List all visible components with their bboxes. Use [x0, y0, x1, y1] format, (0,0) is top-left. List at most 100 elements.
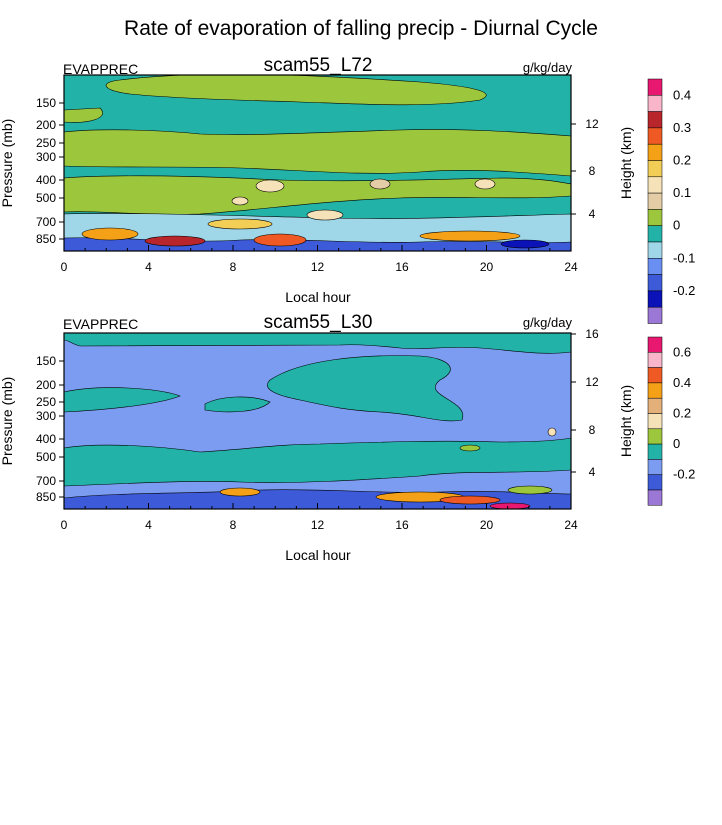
figure-title: Rate of evaporation of falling precip - …: [124, 17, 598, 40]
y-tick-label: 150: [36, 96, 56, 110]
y-axis-right: 4 8 12 16: [571, 327, 599, 479]
x-tick-label: 24: [564, 260, 578, 274]
contour-cell: [207, 218, 273, 230]
colorbar-swatch: [647, 352, 663, 368]
panel-title: scam55_L30: [264, 312, 373, 333]
colorbar-label: -0.1: [673, 250, 695, 265]
contour-field: [64, 333, 571, 509]
colorbar-label: 0.2: [673, 153, 691, 168]
colorbar-swatch: [647, 209, 663, 226]
y-tick-label: 250: [36, 136, 56, 150]
colorbar-label: 0.4: [673, 375, 691, 390]
y-tick-label: 250: [36, 395, 56, 409]
x-axis: 0 4 8 12 16 20 24: [61, 245, 578, 274]
colorbar-swatch: [647, 241, 663, 259]
colorbar: 0.6 0.4 0.2 0 -0.2: [647, 336, 695, 506]
y-tick-label: 500: [36, 191, 56, 205]
y-tick-label: 700: [36, 474, 56, 488]
colorbar-swatch: [647, 290, 663, 308]
y-tick-label: 400: [36, 173, 56, 187]
colorbar-label: 0: [673, 218, 680, 233]
x-tick-label: 0: [61, 518, 68, 532]
y-right-tick-label: 8: [589, 423, 596, 437]
contour-cell: [439, 495, 501, 505]
contour-region: [64, 387, 181, 413]
y-tick-label: 200: [36, 378, 56, 392]
y-right-tick-label: 12: [585, 375, 599, 389]
x-tick-label: 0: [61, 260, 68, 274]
colorbar-swatch: [647, 176, 663, 194]
colorbar-swatch: [647, 459, 663, 475]
y-tick-label: 400: [36, 432, 56, 446]
contour-cell: [507, 485, 553, 495]
contour-cell: [253, 233, 307, 247]
colorbar-swatch: [647, 443, 663, 460]
x-tick-label: 4: [145, 518, 152, 532]
y-right-tick-label: 16: [585, 327, 599, 341]
colorbar-swatch: [647, 258, 663, 275]
contour-cell: [369, 178, 391, 190]
x-tick-label: 16: [395, 260, 409, 274]
x-tick-label: 12: [311, 518, 325, 532]
x-tick-label: 24: [564, 518, 578, 532]
colorbar-label: 0.2: [673, 406, 691, 421]
colorbar-label: 0.3: [673, 120, 691, 135]
y-axis-right-label: Height (km): [618, 127, 634, 199]
contour-cell: [419, 230, 521, 242]
panel-title: scam55_L72: [264, 55, 373, 76]
colorbar-label: 0.6: [673, 344, 691, 359]
contour-cell: [231, 196, 249, 206]
y-right-tick-label: 4: [589, 465, 596, 479]
y-axis-label: Pressure (mb): [0, 119, 15, 208]
contour-cell: [255, 179, 285, 193]
contour-cell: [144, 235, 206, 247]
y-tick-label: 850: [36, 490, 56, 504]
x-tick-label: 16: [395, 518, 409, 532]
colorbar-swatch: [647, 428, 663, 445]
contour-cell: [489, 502, 531, 509]
variable-label: EVAPPREC: [63, 316, 138, 332]
colorbar-swatch: [647, 160, 663, 178]
colorbar-swatch: [647, 306, 663, 324]
y-tick-label: 300: [36, 409, 56, 423]
contour-region: [64, 333, 571, 354]
panel-scam55-l72: scam55_L72 EVAPPREC g/kg/day: [0, 55, 695, 324]
y-right-tick-label: 8: [589, 164, 596, 178]
contour-field: [64, 75, 571, 251]
colorbar-swatch: [647, 413, 663, 430]
contour-region: [267, 355, 464, 422]
contour-cell: [459, 444, 481, 452]
colorbar-label: -0.2: [673, 467, 695, 482]
y-tick-label: 200: [36, 118, 56, 132]
colorbar-swatch: [647, 95, 663, 112]
colorbar-swatch: [647, 274, 663, 292]
contour-cell: [500, 239, 550, 249]
colorbar-label: -0.2: [673, 283, 695, 298]
colorbar-swatch: [647, 225, 663, 243]
panel-scam55-l30: scam55_L30 EVAPPREC g/kg/day 0 4 8 12 16 20: [0, 312, 695, 563]
y-tick-label: 150: [36, 354, 56, 368]
y-tick-label: 700: [36, 215, 56, 229]
units-label: g/kg/day: [523, 315, 573, 330]
x-axis-label: Local hour: [285, 289, 351, 305]
y-tick-label: 300: [36, 150, 56, 164]
colorbar: 0.4 0.3 0.2 0.1 0 -0.1 -0.2: [647, 78, 695, 324]
colorbar-label: 0.4: [673, 87, 691, 102]
colorbar-swatch: [647, 474, 663, 491]
colorbar-swatch: [647, 367, 663, 384]
y-right-tick-label: 4: [589, 207, 596, 221]
variable-label: EVAPPREC: [63, 61, 138, 77]
colorbar-swatch: [647, 143, 663, 161]
colorbar-swatch: [647, 382, 663, 399]
y-axis-right-label: Height (km): [618, 385, 634, 457]
y-tick-label: 850: [36, 232, 56, 246]
colorbar-swatch: [647, 192, 663, 210]
colorbar-label: 0: [673, 436, 680, 451]
x-tick-label: 12: [311, 260, 325, 274]
contour-cell: [474, 178, 496, 190]
contour-region: [204, 396, 271, 413]
x-tick-label: 20: [480, 518, 494, 532]
x-tick-label: 8: [230, 518, 237, 532]
